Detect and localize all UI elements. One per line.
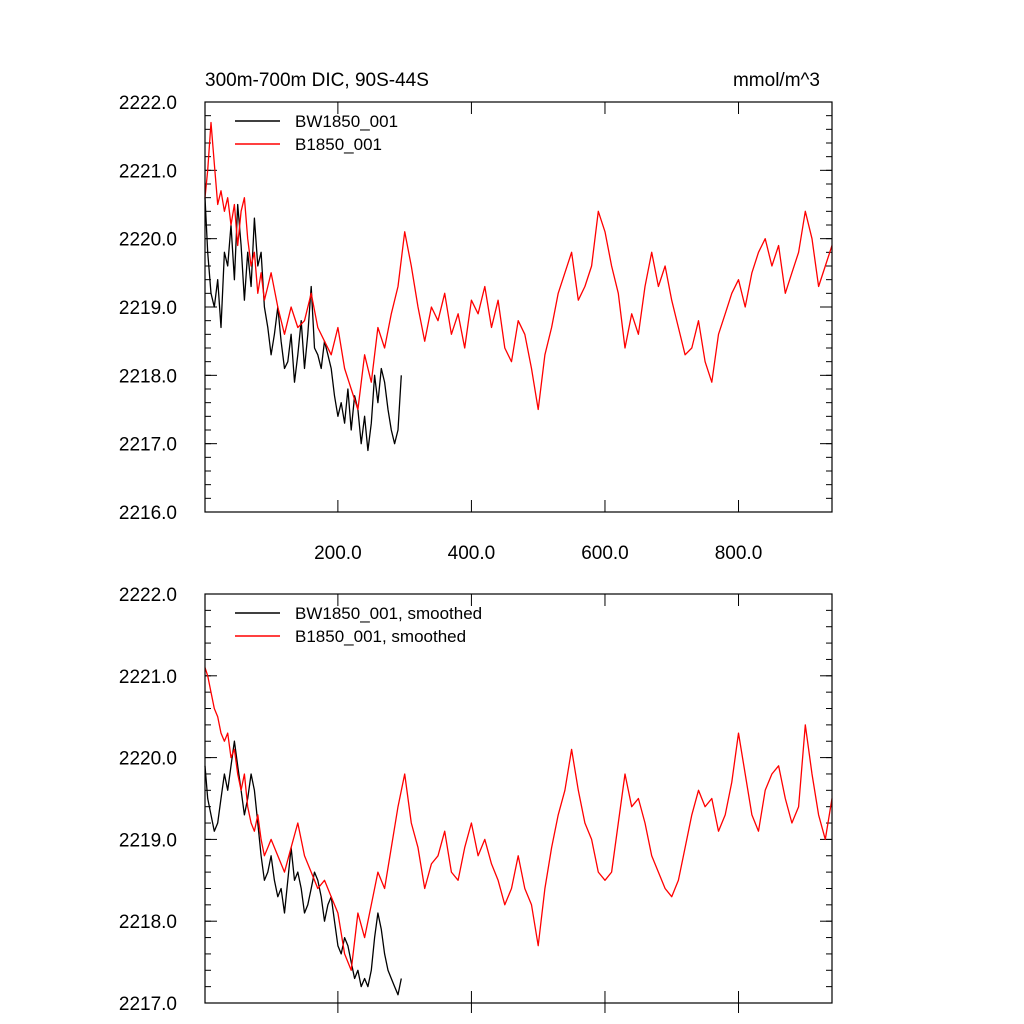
bottom-panel: 2222.0 2221.0 2220.0 2219.0 2218.0 2217.0 BW1… [119, 585, 833, 1015]
bottom-panel-x-ticks [337, 594, 740, 1013]
top-panel-units: mmol/m^3 [733, 70, 820, 91]
legend-label-b1850: B1850_001 [295, 135, 382, 154]
y-tick-label: 2219.0 [119, 830, 177, 851]
top-panel-legend: BW1850_001 B1850_001 [235, 112, 398, 154]
x-tick-label: 200.0 [314, 543, 362, 564]
top-panel-y-ticks: 2222.0 2221.0 2220.0 2219.0 2218.0 2217.0 2216… [119, 93, 832, 524]
y-tick-label: 2217.0 [119, 435, 177, 456]
top-panel-series [204, 121, 833, 452]
legend-label-bw1850-smoothed: BW1850_001, smoothed [295, 604, 482, 623]
legend-label-bw1850: BW1850_001 [295, 112, 398, 131]
y-tick-label: 2218.0 [119, 912, 177, 933]
top-panel-frame [204, 101, 833, 513]
y-tick-label: 2221.0 [119, 667, 177, 688]
bottom-panel-minor-ticks [205, 593, 832, 1004]
x-tick-label: 600.0 [581, 543, 629, 564]
y-tick-label: 2222.0 [119, 585, 177, 606]
bottom-panel-legend: BW1850_001, smoothed B1850_001, smoothed [235, 604, 482, 646]
y-tick-label: 2217.0 [119, 994, 177, 1015]
top-panel: 300m-700m DIC, 90S-44S mmol/m^3 2222.022… [119, 70, 833, 564]
y-tick-label: 2220.0 [119, 230, 177, 251]
top-panel-title: 300m-700m DIC, 90S-44S [205, 70, 429, 91]
top-panel-minor-ticks [205, 101, 832, 513]
x-tick-label: 800.0 [715, 543, 763, 564]
bottom-panel-frame [204, 593, 833, 1004]
y-tick-label: 2222.0 [119, 93, 177, 114]
series-line-b1850 [204, 121, 833, 411]
series-line-b1850-smoothed [204, 667, 833, 971]
y-tick-label: 2220.0 [119, 749, 177, 770]
y-tick-label: 2216.0 [119, 503, 177, 524]
x-tick-label: 400.0 [448, 543, 496, 564]
bottom-panel-series [204, 667, 833, 996]
y-tick-label: 2219.0 [119, 298, 177, 319]
series-line-bw1850-smoothed [204, 740, 402, 996]
series-line-bw1850 [204, 197, 402, 452]
y-tick-label: 2221.0 [119, 161, 177, 182]
y-tick-label: 2218.0 [119, 366, 177, 387]
legend-label-b1850-smoothed: B1850_001, smoothed [295, 627, 466, 646]
top-panel-x-ticks: 200.0 400.0 600.0 800.0 [314, 102, 762, 564]
bottom-panel-y-ticks: 2222.0 2221.0 2220.0 2219.0 2218.0 2217.0 [119, 585, 832, 1015]
